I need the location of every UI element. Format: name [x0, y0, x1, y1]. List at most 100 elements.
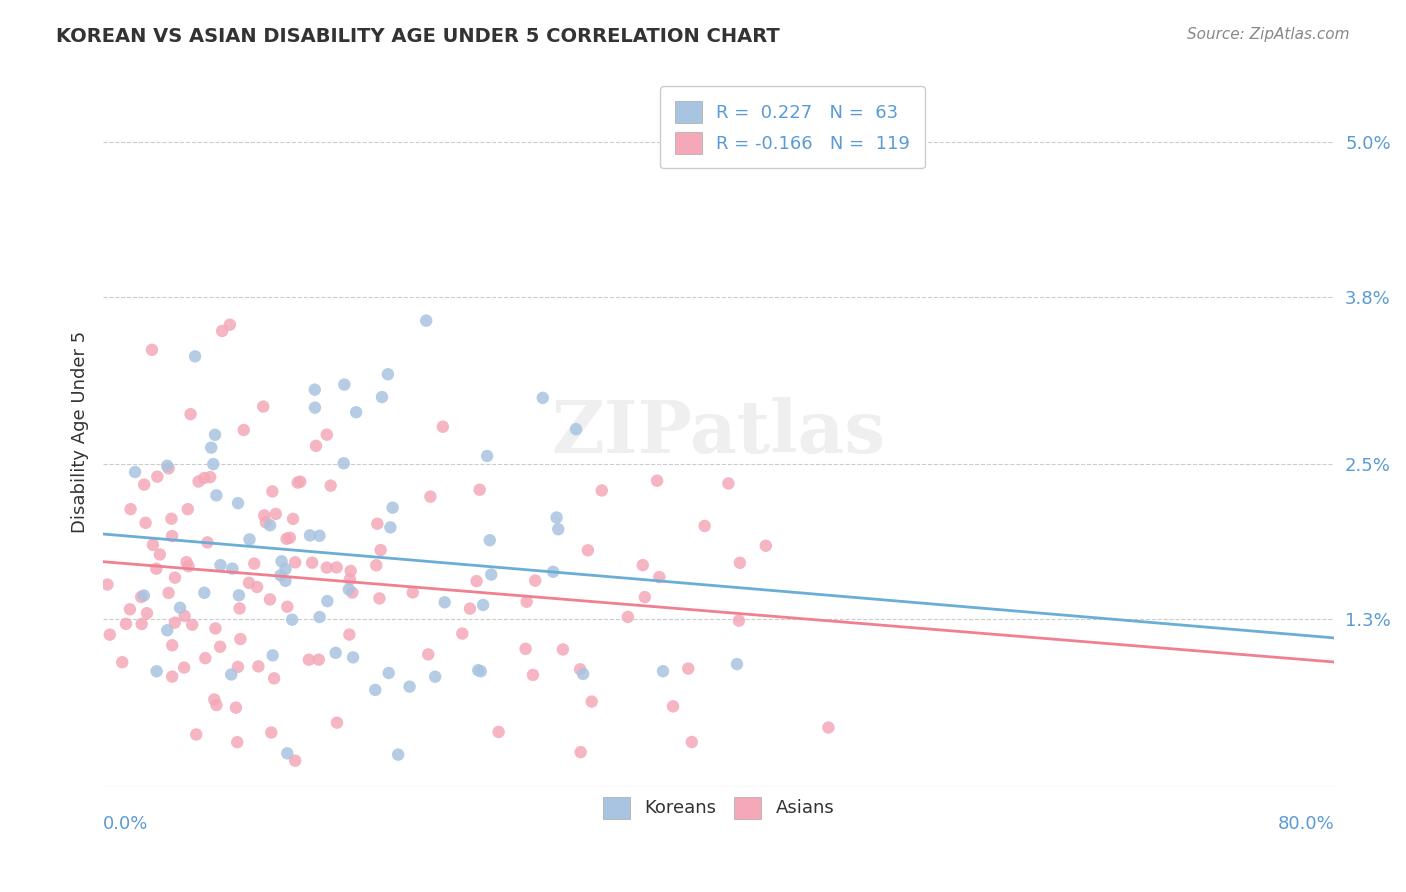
Point	[276, 599, 298, 614]
Point	[591, 483, 613, 498]
Point	[516, 595, 538, 609]
Point	[337, 627, 360, 641]
Point	[569, 745, 592, 759]
Point	[475, 449, 498, 463]
Point	[197, 535, 219, 549]
Point	[522, 668, 544, 682]
Point	[308, 529, 330, 543]
Point	[254, 516, 277, 530]
Point	[163, 571, 186, 585]
Point	[193, 586, 215, 600]
Point	[278, 531, 301, 545]
Point	[339, 572, 361, 586]
Point	[228, 588, 250, 602]
Point	[200, 441, 222, 455]
Point	[264, 507, 287, 521]
Point	[193, 471, 215, 485]
Point	[370, 543, 392, 558]
Point	[332, 456, 354, 470]
Point	[262, 484, 284, 499]
Point	[204, 622, 226, 636]
Point	[364, 682, 387, 697]
Point	[274, 574, 297, 588]
Point	[160, 512, 183, 526]
Point	[163, 615, 186, 630]
Point	[381, 500, 404, 515]
Point	[308, 652, 330, 666]
Point	[308, 610, 330, 624]
Point	[305, 439, 328, 453]
Point	[458, 601, 481, 615]
Point	[572, 667, 595, 681]
Point	[472, 598, 495, 612]
Point	[433, 595, 456, 609]
Point	[325, 560, 347, 574]
Point	[662, 699, 685, 714]
Point	[337, 582, 360, 597]
Text: Source: ZipAtlas.com: Source: ZipAtlas.com	[1187, 27, 1350, 42]
Point	[634, 590, 657, 604]
Point	[129, 590, 152, 604]
Point	[315, 560, 337, 574]
Point	[479, 567, 502, 582]
Point	[180, 407, 202, 421]
Point	[142, 538, 165, 552]
Point	[209, 558, 232, 573]
Point	[274, 562, 297, 576]
Point	[298, 653, 321, 667]
Point	[225, 700, 247, 714]
Point	[728, 614, 751, 628]
Point	[173, 609, 195, 624]
Point	[259, 592, 281, 607]
Point	[541, 565, 564, 579]
Point	[298, 528, 321, 542]
Point	[141, 343, 163, 357]
Point	[134, 477, 156, 491]
Point	[565, 422, 588, 436]
Point	[415, 313, 437, 327]
Point	[232, 423, 254, 437]
Point	[184, 349, 207, 363]
Point	[219, 667, 242, 681]
Point	[205, 488, 228, 502]
Point	[136, 606, 159, 620]
Point	[115, 616, 138, 631]
Point	[218, 318, 240, 332]
Point	[270, 568, 292, 582]
Point	[209, 640, 232, 654]
Point	[205, 698, 228, 712]
Point	[157, 461, 180, 475]
Point	[301, 556, 323, 570]
Point	[160, 669, 183, 683]
Point	[276, 532, 298, 546]
Point	[478, 533, 501, 548]
Point	[260, 725, 283, 739]
Point	[342, 585, 364, 599]
Point	[425, 670, 447, 684]
Point	[246, 580, 269, 594]
Point	[648, 570, 671, 584]
Point	[569, 662, 592, 676]
Point	[111, 655, 134, 669]
Point	[186, 727, 208, 741]
Point	[515, 641, 537, 656]
Point	[229, 632, 252, 646]
Point	[270, 554, 292, 568]
Point	[398, 680, 420, 694]
Point	[380, 520, 402, 534]
Point	[173, 660, 195, 674]
Point	[290, 475, 312, 489]
Point	[817, 721, 839, 735]
Point	[728, 556, 751, 570]
Point	[202, 692, 225, 706]
Point	[576, 543, 599, 558]
Point	[319, 478, 342, 492]
Point	[377, 368, 399, 382]
Point	[344, 405, 367, 419]
Legend: Koreans, Asians: Koreans, Asians	[593, 788, 844, 828]
Point	[287, 475, 309, 490]
Point	[419, 490, 441, 504]
Point	[366, 516, 388, 531]
Point	[149, 548, 172, 562]
Y-axis label: Disability Age Under 5: Disability Age Under 5	[72, 331, 89, 533]
